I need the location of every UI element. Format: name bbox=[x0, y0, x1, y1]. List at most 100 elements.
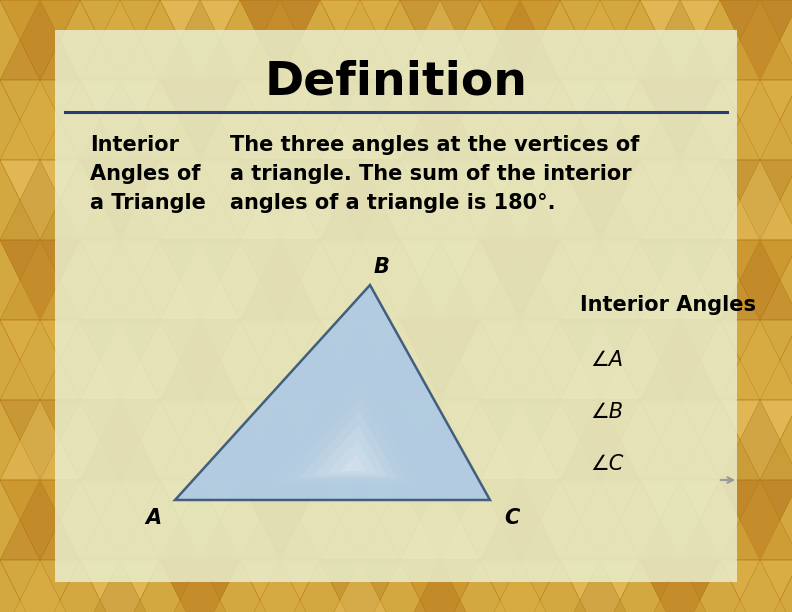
Polygon shape bbox=[240, 80, 320, 160]
Polygon shape bbox=[0, 0, 80, 80]
Polygon shape bbox=[80, 160, 160, 240]
Polygon shape bbox=[160, 240, 240, 320]
Polygon shape bbox=[720, 240, 792, 320]
Polygon shape bbox=[400, 480, 480, 560]
Polygon shape bbox=[480, 160, 560, 240]
Polygon shape bbox=[80, 240, 160, 320]
Polygon shape bbox=[320, 560, 400, 612]
Text: C: C bbox=[505, 508, 520, 528]
Polygon shape bbox=[320, 480, 400, 560]
Polygon shape bbox=[560, 80, 640, 160]
Polygon shape bbox=[400, 160, 480, 240]
Polygon shape bbox=[720, 160, 792, 240]
Polygon shape bbox=[0, 160, 80, 240]
Polygon shape bbox=[160, 400, 240, 480]
Text: B: B bbox=[374, 257, 390, 277]
Polygon shape bbox=[480, 560, 560, 612]
Polygon shape bbox=[240, 480, 320, 560]
Polygon shape bbox=[320, 400, 400, 480]
Polygon shape bbox=[480, 160, 560, 240]
Polygon shape bbox=[560, 160, 640, 240]
Polygon shape bbox=[320, 160, 400, 240]
Polygon shape bbox=[400, 400, 480, 480]
Polygon shape bbox=[80, 480, 160, 560]
Polygon shape bbox=[160, 0, 240, 80]
Polygon shape bbox=[320, 320, 400, 400]
Polygon shape bbox=[480, 240, 560, 320]
Polygon shape bbox=[480, 400, 560, 480]
Polygon shape bbox=[560, 400, 640, 480]
Polygon shape bbox=[341, 454, 366, 471]
Text: Interior
Angles of
a Triangle: Interior Angles of a Triangle bbox=[90, 135, 206, 212]
Polygon shape bbox=[480, 0, 560, 80]
Polygon shape bbox=[313, 425, 386, 476]
Polygon shape bbox=[320, 560, 400, 612]
Polygon shape bbox=[320, 0, 400, 80]
Polygon shape bbox=[640, 560, 720, 612]
Polygon shape bbox=[299, 411, 398, 479]
Polygon shape bbox=[720, 320, 792, 400]
Polygon shape bbox=[320, 160, 400, 240]
Polygon shape bbox=[80, 560, 160, 612]
Polygon shape bbox=[480, 0, 560, 80]
Polygon shape bbox=[400, 80, 480, 160]
Polygon shape bbox=[240, 320, 320, 400]
Polygon shape bbox=[80, 320, 160, 400]
Polygon shape bbox=[720, 480, 792, 560]
Polygon shape bbox=[0, 480, 80, 560]
Polygon shape bbox=[240, 400, 320, 480]
Polygon shape bbox=[0, 240, 80, 320]
Polygon shape bbox=[560, 240, 640, 320]
Polygon shape bbox=[480, 240, 560, 320]
Polygon shape bbox=[560, 80, 640, 160]
Polygon shape bbox=[0, 320, 80, 400]
Polygon shape bbox=[480, 480, 560, 560]
Polygon shape bbox=[0, 160, 80, 240]
Polygon shape bbox=[240, 0, 320, 80]
Polygon shape bbox=[320, 240, 400, 320]
Text: Interior Angles: Interior Angles bbox=[580, 295, 756, 315]
Polygon shape bbox=[0, 80, 80, 160]
Polygon shape bbox=[400, 160, 480, 240]
Polygon shape bbox=[240, 0, 320, 80]
Polygon shape bbox=[560, 480, 640, 560]
Polygon shape bbox=[400, 560, 480, 612]
Polygon shape bbox=[560, 560, 640, 612]
Polygon shape bbox=[640, 480, 720, 560]
Polygon shape bbox=[640, 240, 720, 320]
Polygon shape bbox=[480, 400, 560, 480]
Polygon shape bbox=[320, 0, 400, 80]
Polygon shape bbox=[400, 320, 480, 400]
Polygon shape bbox=[480, 320, 560, 400]
Polygon shape bbox=[80, 480, 160, 560]
Polygon shape bbox=[320, 480, 400, 560]
Polygon shape bbox=[480, 80, 560, 160]
Polygon shape bbox=[560, 0, 640, 80]
Polygon shape bbox=[240, 160, 320, 240]
Polygon shape bbox=[80, 240, 160, 320]
Polygon shape bbox=[320, 80, 400, 160]
Polygon shape bbox=[160, 560, 240, 612]
Polygon shape bbox=[80, 0, 160, 80]
Polygon shape bbox=[400, 400, 480, 480]
Polygon shape bbox=[160, 480, 240, 560]
Polygon shape bbox=[80, 320, 160, 400]
Polygon shape bbox=[160, 80, 240, 160]
Polygon shape bbox=[560, 0, 640, 80]
Polygon shape bbox=[0, 480, 80, 560]
Polygon shape bbox=[80, 560, 160, 612]
Polygon shape bbox=[720, 240, 792, 320]
Polygon shape bbox=[0, 400, 80, 480]
Polygon shape bbox=[240, 560, 320, 612]
Polygon shape bbox=[0, 560, 80, 612]
Polygon shape bbox=[480, 80, 560, 160]
Text: The three angles at the vertices of
a triangle. The sum of the interior
angles o: The three angles at the vertices of a tr… bbox=[230, 135, 639, 212]
Polygon shape bbox=[720, 80, 792, 160]
Polygon shape bbox=[720, 0, 792, 80]
Polygon shape bbox=[175, 285, 490, 500]
Polygon shape bbox=[640, 160, 720, 240]
Polygon shape bbox=[240, 560, 320, 612]
Polygon shape bbox=[0, 240, 80, 320]
Polygon shape bbox=[327, 439, 376, 473]
Polygon shape bbox=[480, 320, 560, 400]
